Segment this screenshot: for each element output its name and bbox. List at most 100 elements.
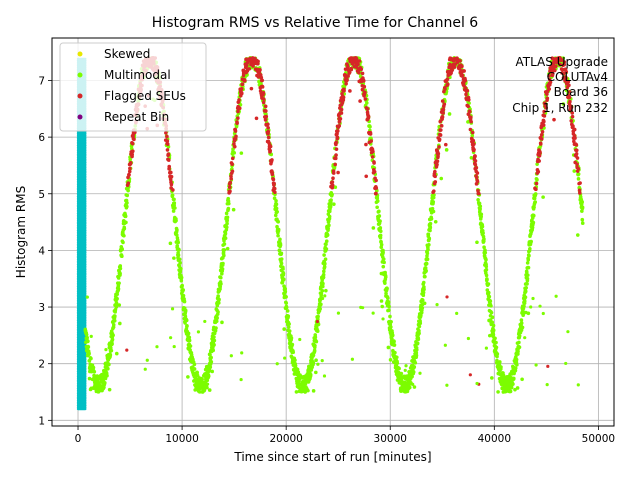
flagged-seu-point bbox=[572, 127, 577, 132]
multimodal-point bbox=[109, 348, 114, 353]
flagged-seu-point bbox=[334, 147, 339, 151]
multimodal-point bbox=[484, 346, 488, 350]
flagged-seu-point bbox=[127, 169, 132, 174]
multimodal-point bbox=[182, 299, 187, 304]
multimodal-point bbox=[125, 193, 130, 198]
flagged-seu-point bbox=[433, 180, 438, 184]
multimodal-point bbox=[572, 169, 577, 173]
multimodal-point bbox=[428, 221, 433, 226]
multimodal-point bbox=[172, 201, 177, 205]
multimodal-point bbox=[225, 246, 230, 251]
legend-marker-skewed bbox=[77, 51, 83, 57]
flagged-seu-point bbox=[334, 140, 339, 145]
multimodal-point bbox=[418, 321, 423, 326]
flagged-seu-point bbox=[569, 118, 574, 123]
flagged-seu-point bbox=[544, 106, 548, 110]
multimodal-point bbox=[177, 248, 181, 252]
multimodal-point bbox=[103, 381, 107, 385]
flagged-seu-point bbox=[347, 70, 352, 75]
legend-marker-repeat-bin bbox=[77, 114, 83, 120]
legend-marker-flagged-seus bbox=[77, 93, 83, 99]
multimodal-point bbox=[417, 331, 421, 336]
flagged-seu-point bbox=[249, 86, 254, 91]
multimodal-point bbox=[216, 294, 220, 298]
multimodal-point bbox=[371, 311, 375, 315]
flagged-seu-point bbox=[539, 137, 544, 141]
flagged-seu-point bbox=[575, 162, 579, 167]
flagged-seu-point bbox=[348, 89, 352, 93]
multimodal-point bbox=[89, 356, 93, 361]
multimodal-point bbox=[217, 297, 221, 302]
multimodal-point bbox=[564, 361, 568, 366]
multimodal-point bbox=[493, 336, 497, 341]
multimodal-point bbox=[313, 335, 318, 339]
flagged-seu-point bbox=[468, 127, 473, 132]
legend-label-repeat-bin: Repeat Bin bbox=[104, 110, 169, 124]
multimodal-point bbox=[580, 221, 585, 226]
flagged-seu-point bbox=[465, 88, 470, 93]
multimodal-point bbox=[177, 257, 182, 262]
flagged-seu-point bbox=[364, 174, 369, 179]
flagged-seu-point bbox=[477, 191, 481, 196]
flagged-seu-point bbox=[463, 78, 468, 83]
multimodal-point bbox=[315, 329, 320, 334]
multimodal-point bbox=[85, 335, 89, 340]
flagged-seu-point bbox=[236, 109, 240, 114]
multimodal-point bbox=[225, 215, 230, 220]
flagged-seu-point bbox=[239, 91, 244, 96]
multimodal-point bbox=[387, 308, 391, 313]
flagged-seu-point bbox=[562, 60, 567, 64]
multimodal-point bbox=[469, 155, 474, 160]
flagged-seu-point bbox=[567, 83, 571, 88]
flagged-seu-point bbox=[230, 169, 235, 174]
multimodal-point bbox=[491, 323, 496, 328]
multimodal-point bbox=[580, 209, 584, 213]
flagged-seu-point bbox=[368, 132, 373, 136]
multimodal-point bbox=[414, 351, 419, 355]
multimodal-point bbox=[377, 214, 382, 218]
multimodal-point bbox=[422, 301, 427, 306]
multimodal-point bbox=[316, 322, 321, 327]
multimodal-point bbox=[102, 385, 106, 390]
flagged-seu-point bbox=[259, 75, 264, 80]
multimodal-point bbox=[514, 357, 519, 362]
multimodal-point bbox=[110, 342, 114, 346]
flagged-seu-point bbox=[576, 166, 581, 171]
flagged-seu-point bbox=[446, 82, 450, 87]
multimodal-point bbox=[205, 382, 210, 386]
multimodal-point bbox=[172, 256, 176, 260]
multimodal-point bbox=[392, 343, 397, 347]
flagged-seu-point bbox=[131, 149, 135, 153]
legend-label-flagged-seus: Flagged SEUs bbox=[104, 89, 186, 103]
flagged-seu-point bbox=[442, 89, 446, 94]
flagged-seu-point bbox=[341, 98, 346, 102]
flagged-seu-point bbox=[545, 96, 550, 101]
multimodal-point bbox=[523, 295, 528, 299]
multimodal-point bbox=[397, 366, 401, 371]
multimodal-point bbox=[484, 257, 488, 262]
multimodal-point bbox=[240, 351, 244, 355]
flagged-seu-point bbox=[443, 87, 447, 91]
multimodal-point bbox=[196, 330, 201, 334]
flagged-seu-point bbox=[573, 136, 577, 140]
multimodal-point bbox=[476, 197, 480, 202]
multimodal-point bbox=[491, 332, 496, 337]
multimodal-point bbox=[523, 336, 527, 340]
multimodal-point bbox=[517, 340, 521, 345]
multimodal-point bbox=[427, 243, 431, 247]
multimodal-point bbox=[324, 247, 329, 251]
multimodal-point bbox=[512, 371, 516, 376]
multimodal-point bbox=[415, 341, 420, 345]
multimodal-point bbox=[576, 172, 581, 176]
multimodal-point bbox=[390, 333, 395, 338]
flagged-seu-point bbox=[474, 175, 479, 180]
flagged-seu-point bbox=[356, 70, 361, 75]
flagged-seu-point bbox=[335, 131, 339, 136]
flagged-seu-point bbox=[266, 122, 270, 127]
multimodal-point bbox=[403, 380, 407, 385]
multimodal-point bbox=[180, 283, 184, 288]
multimodal-point bbox=[324, 242, 328, 247]
multimodal-point bbox=[215, 303, 220, 308]
flagged-seu-point bbox=[364, 142, 368, 147]
